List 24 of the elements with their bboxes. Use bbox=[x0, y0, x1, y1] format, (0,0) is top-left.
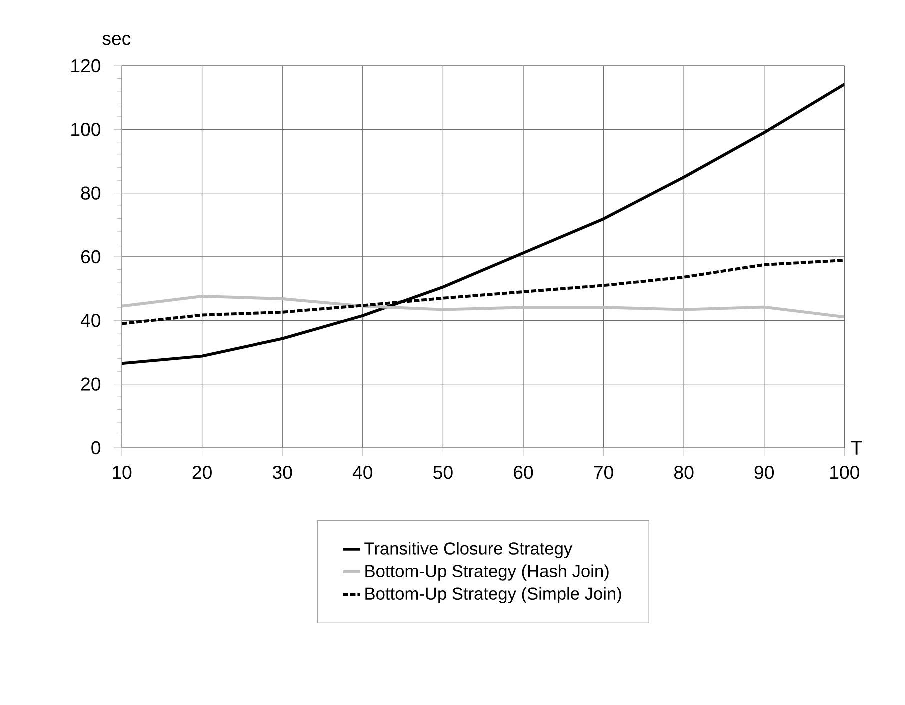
legend-label: Bottom-Up Strategy (Hash Join) bbox=[366, 564, 609, 581]
y-tick-label: 40 bbox=[80, 314, 101, 328]
y-tick-label: 100 bbox=[72, 123, 101, 136]
x-axis-title: T bbox=[851, 441, 862, 455]
x-tick-label: 30 bbox=[272, 466, 292, 480]
x-tick-label: 80 bbox=[674, 466, 694, 480]
legend-label: Transitive Closure Strategy bbox=[364, 542, 573, 558]
legend-label: Bottom-Up Strategy (Simple Join) bbox=[366, 587, 622, 604]
x-tick-label: 20 bbox=[192, 466, 212, 480]
y-tick-label: 80 bbox=[81, 186, 101, 200]
y-axis-title: sec bbox=[102, 35, 131, 46]
y-tick-label: 120 bbox=[72, 59, 101, 73]
x-tick-label: 60 bbox=[514, 466, 534, 480]
x-tick-label: 100 bbox=[830, 466, 860, 480]
x-tick-label: 70 bbox=[594, 466, 614, 480]
line-series bbox=[122, 82, 845, 366]
line-series bbox=[122, 294, 845, 319]
x-tick-label: 90 bbox=[754, 466, 774, 480]
y-tick-label: 60 bbox=[81, 250, 101, 264]
y-tick-label: 20 bbox=[81, 378, 101, 391]
x-tick-label: 40 bbox=[352, 466, 373, 480]
x-tick-label: 10 bbox=[113, 466, 132, 480]
y-tick-label: 0 bbox=[92, 441, 101, 455]
x-tick-label: 50 bbox=[434, 466, 453, 480]
